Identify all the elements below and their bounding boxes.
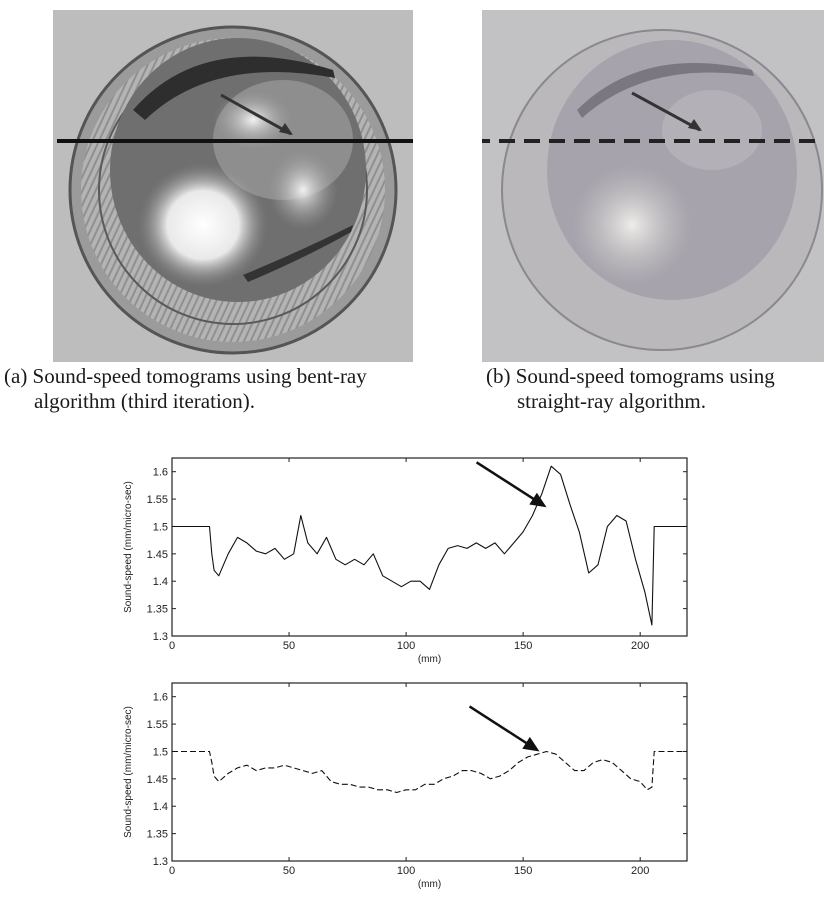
arrow-annotation-head (522, 736, 540, 752)
y-tick-label: 1.45 (147, 774, 168, 786)
x-tick-label: 200 (631, 865, 649, 877)
x-tick-label: 100 (397, 640, 415, 652)
chart-straight-ray-profile: 0 50 100 150 200 1.3 1.35 1.4 1.45 1.5 1.55 1.6 (mm)… (115, 675, 705, 895)
plot-frame (171, 457, 688, 637)
tomogram-bent-ray (53, 10, 413, 362)
y-tick-label: 1.55 (147, 494, 168, 506)
caption-a-line2: algorithm (third iteration). (34, 389, 256, 413)
series-line (172, 465, 687, 626)
x-tick-label: 100 (397, 865, 415, 877)
y-tick-label: 1.3 (153, 631, 168, 643)
y-tick-label: 1.6 (153, 467, 168, 479)
y-tick-label: 1.6 (153, 692, 168, 704)
caption-a: (a) Sound-speed tomograms using bent-ray… (4, 364, 367, 414)
chart-bent-ray-svg: 0 50 100 150 200 1.3 1.35 1.4 1.45 1.5 1.55 1.6 (mm)… (123, 457, 688, 665)
y-axis-label: Sound-speed (mm/micro-sec) (123, 481, 134, 613)
x-tick-label: 50 (283, 865, 295, 877)
arrow-annotation-shaft (468, 705, 529, 745)
x-tick-label: 0 (169, 640, 175, 652)
y-tick-label: 1.5 (153, 746, 168, 758)
caption-b: (b) Sound-speed tomograms using straight… (486, 364, 775, 414)
x-tick-label: 150 (514, 865, 532, 877)
y-tick-label: 1.3 (153, 856, 168, 868)
y-tick-label: 1.55 (147, 719, 168, 731)
x-tick-label: 0 (169, 865, 175, 877)
y-tick-label: 1.35 (147, 604, 168, 616)
chart-bent-ray-profile: 0 50 100 150 200 1.3 1.35 1.4 1.45 1.5 1.55 1.6 (mm)… (115, 450, 705, 670)
y-tick-label: 1.4 (153, 801, 168, 813)
caption-b-line1: (b) Sound-speed tomograms using (486, 364, 775, 388)
arrow-annotation-head (529, 492, 547, 508)
y-axis-label: Sound-speed (mm/micro-sec) (123, 706, 134, 838)
y-tick-label: 1.4 (153, 576, 168, 588)
x-tick-label: 50 (283, 640, 295, 652)
x-axis-label: (mm) (418, 654, 441, 665)
caption-b-line2: straight-ray algorithm. (517, 389, 706, 413)
caption-a-line1: (a) Sound-speed tomograms using bent-ray (4, 364, 367, 388)
chart-straight-ray-svg: 0 50 100 150 200 1.3 1.35 1.4 1.45 1.5 1.55 1.6 (mm)… (123, 682, 688, 890)
arrow-annotation-shaft (475, 461, 536, 501)
tomogram-straight-ray (474, 10, 824, 362)
x-tick-label: 200 (631, 640, 649, 652)
y-tick-label: 1.45 (147, 549, 168, 561)
y-tick-label: 1.35 (147, 829, 168, 841)
x-axis-label: (mm) (418, 879, 441, 890)
tomogram-straight-ray-image (474, 10, 824, 362)
y-tick-label: 1.5 (153, 521, 168, 533)
tomogram-bent-ray-image (53, 10, 413, 362)
x-tick-label: 150 (514, 640, 532, 652)
series-line (172, 750, 687, 794)
plot-frame (171, 682, 688, 862)
